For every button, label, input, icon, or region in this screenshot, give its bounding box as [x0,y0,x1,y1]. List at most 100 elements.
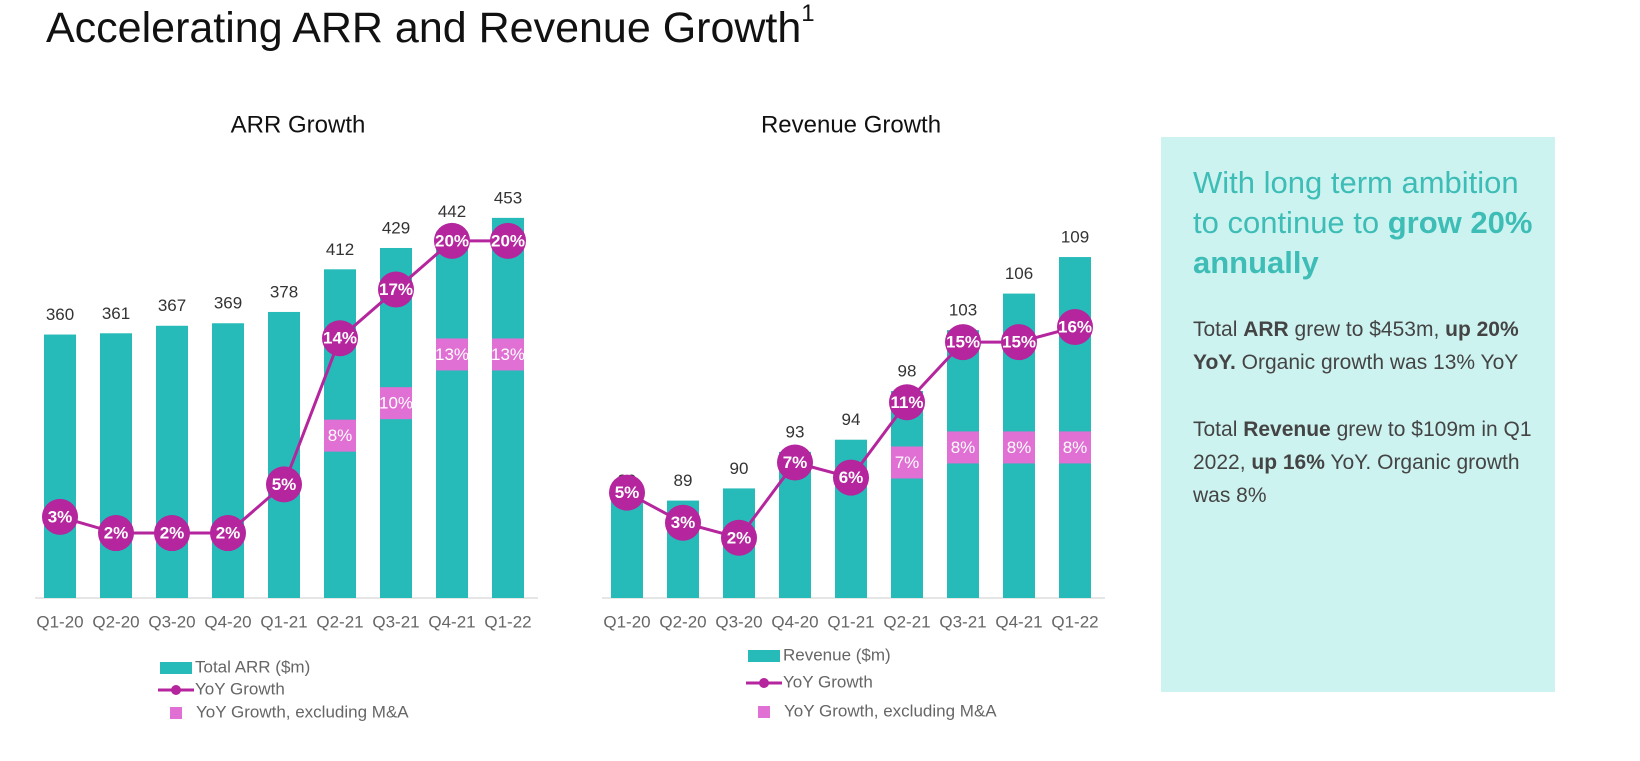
text-run: With long term ambition to continue to [1193,165,1519,240]
bar-value-label: 412 [326,240,354,259]
callout-paragraph: Total ARR grew to $453m, up 20% YoY. Org… [1193,313,1535,379]
growth-marker [889,384,925,421]
bar [947,330,979,598]
x-tick-label: Q1-20 [36,612,83,631]
slide-title: Accelerating ARR and Revenue Growth1 [46,0,815,52]
text-run: grew to $109m in Q1 2022, [1193,418,1532,474]
growth-marker [833,459,869,496]
bar-value-label: 442 [438,202,466,221]
bar-value-label: 89 [674,471,693,490]
text-run: grow 20% annually [1193,205,1533,280]
growth-marker [322,320,358,357]
x-tick-label: Q2-21 [883,612,930,631]
growth-marker [665,504,701,541]
bar [436,231,468,598]
bar-value-label: 93 [786,422,805,441]
x-tick-label: Q1-21 [827,612,874,631]
legend-swatch [170,707,182,719]
x-tick-label: Q1-22 [484,612,531,631]
text-run: up 16% [1251,451,1325,474]
growth-marker [154,515,190,552]
legend-swatch [758,706,770,718]
legend-label: Revenue ($m) [783,645,891,664]
text-run: Revenue [1243,418,1331,441]
x-tick-label: Q3-21 [372,612,419,631]
growth-label: 3% [671,513,696,532]
growth-label: 2% [160,524,185,543]
text-run: up 20% YoY. [1193,318,1519,374]
bar [611,500,643,598]
growth-marker [945,324,981,361]
bar [492,217,524,598]
bar-value-label: 361 [102,304,130,323]
bar [100,333,132,598]
x-tick-label: Q2-21 [316,612,363,631]
organic-label: 13% [491,345,525,364]
organic-label: 7% [895,453,920,472]
growth-marker [721,519,757,556]
growth-label: 20% [435,231,469,250]
bar-value-label: 429 [382,218,410,237]
organic-marker [324,419,356,452]
title-text: Accelerating ARR and Revenue Growth [46,4,801,52]
x-tick-label: Q4-21 [428,612,475,631]
organic-marker [436,338,468,371]
growth-marker [777,444,813,481]
x-tick-label: Q4-21 [995,612,1042,631]
bar-value-label: 109 [1061,228,1089,247]
growth-marker [98,515,134,552]
growth-marker [42,498,78,535]
legend-swatch [171,685,181,695]
x-tick-label: Q2-20 [92,612,139,631]
callout-paragraph: Total Revenue grew to $109m in Q1 2022, … [1193,413,1535,512]
legend-label: YoY Growth, excluding M&A [196,702,409,721]
text-run: Total [1193,418,1244,441]
organic-label: 10% [379,394,413,413]
organic-label: 8% [1063,438,1088,457]
x-tick-label: Q4-20 [204,612,251,631]
legend-swatch [759,678,769,688]
legend-swatch [748,650,780,662]
bar-value-label: 90 [730,459,749,478]
x-tick-label: Q3-20 [148,612,195,631]
x-tick-label: Q3-21 [939,612,986,631]
organic-marker [891,446,923,479]
text-run: YoY. Organic growth was 8% [1193,451,1520,507]
x-tick-label: Q2-20 [659,612,706,631]
bar-value-label: 453 [494,188,522,207]
growth-label: 2% [727,528,752,547]
chart-title: Revenue Growth [761,111,941,138]
text-run: ARR [1243,318,1289,341]
bar-value-label: 98 [898,361,917,380]
callout-heading: With long term ambition to continue to g… [1193,163,1535,283]
organic-label: 13% [435,345,469,364]
growth-marker [1001,324,1037,361]
organic-marker [1003,431,1035,464]
x-tick-label: Q3-20 [715,612,762,631]
growth-label: 2% [104,524,129,543]
bar-value-label: 378 [270,282,298,301]
legend-label: YoY Growth [783,672,873,691]
legend-label: YoY Growth, excluding M&A [784,701,997,720]
growth-marker [378,271,414,308]
text-run: Total [1193,318,1244,341]
bar [44,334,76,598]
growth-marker [266,466,302,503]
x-tick-label: Q1-21 [260,612,307,631]
organic-label: 8% [951,438,976,457]
growth-label: 2% [216,524,241,543]
bar-value-label: 106 [1005,264,1033,283]
growth-label: 5% [615,483,640,502]
growth-label: 5% [272,475,297,494]
growth-label: 17% [379,280,413,299]
text-run: Organic growth was 13% YoY [1235,351,1519,374]
bar [212,323,244,598]
growth-label: 7% [783,453,808,472]
bar-value-label: 369 [214,294,242,313]
growth-marker [1057,309,1093,346]
growth-marker [210,515,246,552]
bar-value-label: 94 [842,410,861,429]
growth-label: 6% [839,468,864,487]
